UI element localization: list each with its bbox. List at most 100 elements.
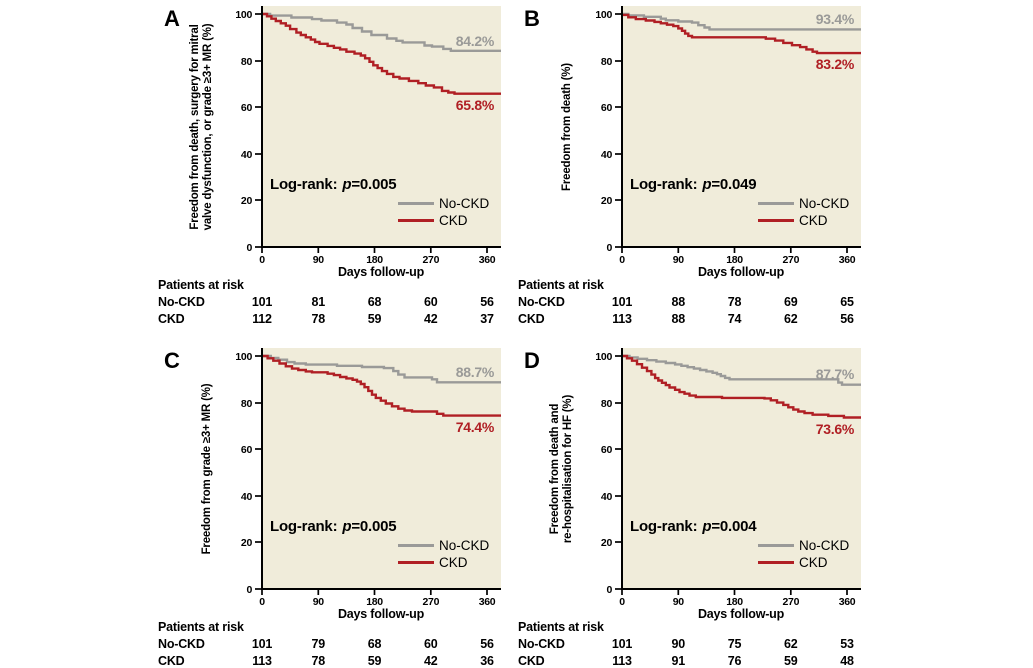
ckd-curve (262, 12, 501, 95)
panel-letter: D (524, 348, 540, 373)
no-ckd-legend-label: No-CKD (799, 538, 850, 553)
risk-row-label: CKD (518, 654, 545, 668)
legend: No-CKD CKD (398, 538, 490, 570)
y-axis-label-line1: Freedom from death and (549, 404, 561, 535)
legend: No-CKD CKD (758, 538, 850, 570)
patients-at-risk-table: Patients at risk No-CKD 101 88 78 69 65 … (518, 278, 854, 326)
x-tick-labels: 0 90 180 270 360 (619, 254, 856, 266)
y-tick-labels: 0 20 40 60 80 100 (235, 351, 252, 596)
svg-text:76: 76 (728, 654, 742, 668)
svg-text:0: 0 (259, 596, 265, 608)
x-tick-marks (261, 589, 488, 595)
svg-text:90: 90 (672, 637, 686, 651)
risk-table-header: Patients at risk (158, 620, 244, 634)
risk-row-label: CKD (158, 654, 185, 668)
svg-text:62: 62 (784, 312, 798, 326)
svg-text:101: 101 (612, 637, 633, 651)
svg-text:0: 0 (246, 584, 252, 596)
svg-text:48: 48 (840, 654, 854, 668)
panel-letter: C (164, 348, 180, 373)
svg-text:101: 101 (252, 637, 273, 651)
no-ckd-legend-label: No-CKD (439, 538, 490, 553)
x-tick-labels: 0 90 180 270 360 (619, 596, 856, 608)
svg-text:20: 20 (601, 195, 613, 207)
svg-text:40: 40 (601, 491, 613, 503)
svg-text:360: 360 (839, 254, 856, 266)
svg-text:80: 80 (601, 398, 613, 410)
svg-text:20: 20 (241, 537, 253, 549)
log-rank-text: Log-rank: p=0.005 (270, 518, 396, 535)
svg-text:56: 56 (480, 637, 494, 651)
svg-text:40: 40 (601, 149, 613, 161)
y-axis-label-line2: valve dysfunction, or grade ≥3+ MR (%) (202, 23, 214, 230)
svg-text:56: 56 (480, 295, 494, 309)
svg-text:68: 68 (368, 295, 382, 309)
legend: No-CKD CKD (398, 196, 490, 228)
y-axis-label-line1: Freedom from grade ≥3+ MR (%) (201, 383, 213, 554)
ckd-end-label: 83.2% (816, 56, 855, 72)
risk-row-label: No-CKD (518, 295, 565, 309)
ckd-legend-label: CKD (439, 555, 468, 570)
svg-text:80: 80 (601, 56, 613, 68)
svg-text:59: 59 (368, 654, 382, 668)
no-ckd-legend-label: No-CKD (799, 196, 850, 211)
x-axis-title: Days follow-up (698, 607, 785, 621)
svg-text:113: 113 (612, 312, 632, 326)
svg-text:0: 0 (606, 584, 612, 596)
risk-row-label: No-CKD (158, 295, 205, 309)
axes (261, 348, 501, 590)
svg-text:36: 36 (480, 654, 494, 668)
no-ckd-curve (262, 354, 501, 384)
no-ckd-end-label: 88.7% (456, 364, 495, 380)
svg-text:180: 180 (726, 596, 743, 608)
svg-text:37: 37 (480, 312, 494, 326)
svg-text:270: 270 (782, 596, 799, 608)
y-axis-label-line2: re-hospitalisation for HF (%) (562, 395, 574, 544)
svg-text:90: 90 (673, 596, 685, 608)
y-axis-label: Freedom from grade ≥3+ MR (%) (201, 383, 213, 554)
svg-text:56: 56 (840, 312, 854, 326)
no-ckd-curve (262, 12, 501, 52)
svg-text:60: 60 (424, 637, 438, 651)
svg-text:101: 101 (252, 295, 273, 309)
risk-row-label: CKD (518, 312, 545, 326)
svg-text:360: 360 (839, 596, 856, 608)
panel-d: D Freedom from death and re-hospitalisat… (518, 348, 861, 668)
svg-text:81: 81 (312, 295, 326, 309)
plot-area (262, 6, 501, 247)
svg-text:0: 0 (619, 254, 625, 266)
svg-text:60: 60 (424, 295, 438, 309)
svg-text:0: 0 (606, 242, 612, 254)
x-axis-title: Days follow-up (698, 265, 785, 279)
y-axis-label-line1: Freedom from death (%) (561, 63, 573, 191)
panel-letter: A (164, 6, 180, 31)
svg-text:0: 0 (619, 596, 625, 608)
svg-text:270: 270 (782, 254, 799, 266)
no-ckd-curve (622, 12, 861, 31)
x-tick-labels: 0 90 180 270 360 (259, 596, 496, 608)
risk-row-label: No-CKD (158, 637, 205, 651)
svg-text:42: 42 (424, 654, 438, 668)
svg-text:60: 60 (601, 444, 613, 456)
svg-text:180: 180 (366, 596, 383, 608)
y-axis-label: Freedom from death and re-hospitalisatio… (549, 395, 574, 544)
svg-text:74: 74 (728, 312, 742, 326)
risk-table-header: Patients at risk (518, 278, 604, 292)
svg-text:100: 100 (235, 351, 252, 363)
no-ckd-end-label: 93.4% (816, 11, 855, 27)
svg-text:60: 60 (241, 444, 253, 456)
svg-text:20: 20 (241, 195, 253, 207)
y-tick-marks (615, 13, 622, 248)
svg-text:80: 80 (241, 56, 253, 68)
ckd-end-label: 65.8% (456, 97, 495, 113)
svg-text:90: 90 (313, 254, 325, 266)
risk-table-header: Patients at risk (518, 620, 604, 634)
y-tick-labels: 0 20 40 60 80 100 (235, 9, 252, 254)
svg-text:91: 91 (672, 654, 686, 668)
svg-text:270: 270 (422, 596, 439, 608)
ckd-curve (622, 354, 861, 419)
svg-text:53: 53 (840, 637, 854, 651)
svg-text:78: 78 (312, 312, 326, 326)
svg-text:360: 360 (479, 254, 496, 266)
